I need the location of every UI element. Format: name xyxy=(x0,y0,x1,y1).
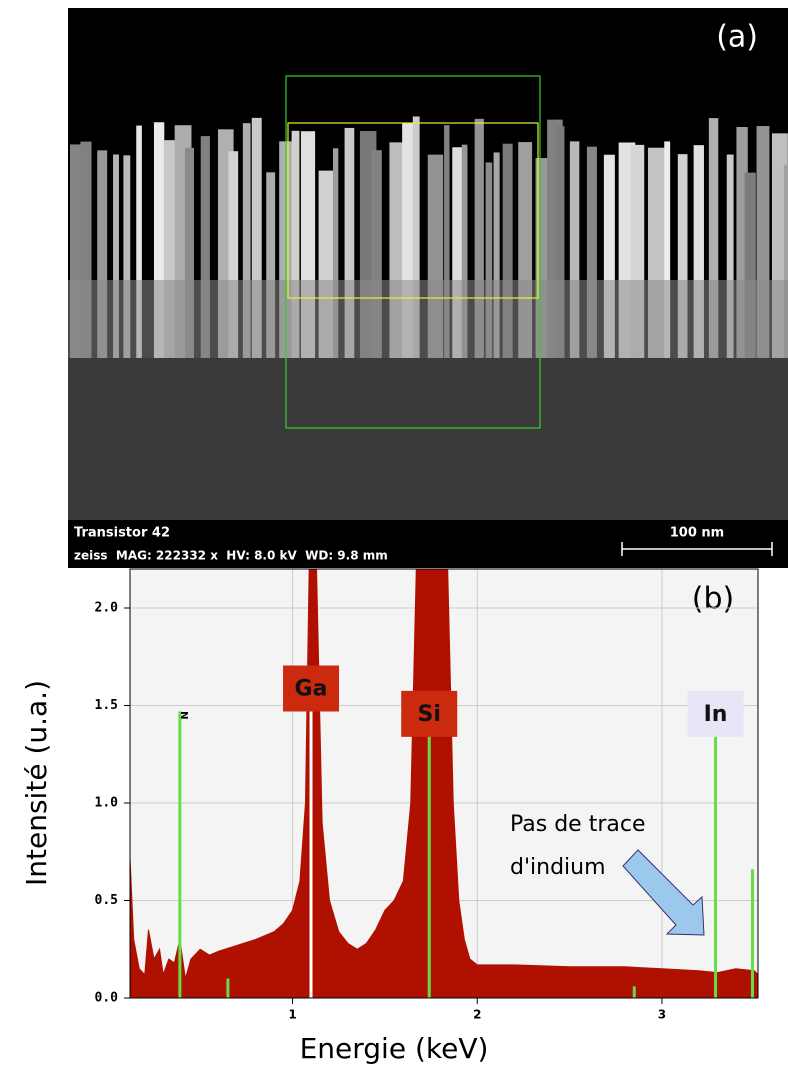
annotation: d'indium xyxy=(510,855,606,880)
nanowire xyxy=(344,127,355,359)
nanowire xyxy=(693,145,704,358)
nanowires xyxy=(68,116,788,359)
nanowire xyxy=(664,141,671,358)
nanowire xyxy=(113,154,119,358)
analysis-box xyxy=(287,122,539,299)
nanowire xyxy=(371,150,382,358)
y-tick-label: 2.0 xyxy=(95,601,119,616)
nanowire xyxy=(97,150,108,358)
wire-base xyxy=(68,280,788,358)
nanowire xyxy=(184,147,194,358)
y-tick-label: 0.5 xyxy=(95,893,118,908)
nanowire xyxy=(461,144,468,358)
nanowire xyxy=(474,118,484,359)
x-axis-label: Energie (keV) xyxy=(300,1032,489,1065)
nanowire xyxy=(332,148,339,358)
selection-box xyxy=(285,75,541,429)
chart-frame xyxy=(129,568,759,999)
y-tick-label: 1.5 xyxy=(95,698,118,713)
nanowire xyxy=(586,146,597,358)
annotation: Pas de trace xyxy=(510,812,646,837)
x-tick-label: 2 xyxy=(473,1008,481,1022)
nanowire xyxy=(153,122,165,359)
panel-label: (a) xyxy=(716,20,758,55)
nanowire xyxy=(485,162,493,358)
nanowire xyxy=(228,151,239,358)
x-tick-label: 1 xyxy=(288,1008,296,1022)
nanowire xyxy=(708,118,719,358)
nanowire xyxy=(444,125,450,359)
nanowire xyxy=(80,141,92,358)
y-tick-label: 1.0 xyxy=(95,796,119,811)
element-label: In xyxy=(704,702,728,727)
nanowire xyxy=(136,125,142,358)
nanowire xyxy=(266,172,276,358)
element-label: Si xyxy=(418,702,441,727)
spectrum xyxy=(129,568,759,999)
sem-info: zeiss MAG: 222332 x HV: 8.0 kV WD: 9.8 m… xyxy=(74,549,388,563)
nanowire xyxy=(123,155,131,358)
caption: Transistor 42 xyxy=(74,526,170,541)
nanowire xyxy=(200,136,210,358)
element-box xyxy=(283,665,340,712)
annotation-arrow xyxy=(622,849,705,936)
nanowire xyxy=(70,144,82,358)
panel-label: (b) xyxy=(692,582,734,617)
nanowire xyxy=(677,154,688,358)
nanowire xyxy=(412,116,420,358)
nanowire xyxy=(569,141,580,358)
nanowire xyxy=(163,140,176,358)
info-bar xyxy=(68,520,788,568)
nanowire xyxy=(493,152,500,358)
nanowire xyxy=(502,143,513,358)
substrate xyxy=(68,358,788,520)
nanowire xyxy=(251,117,262,358)
y-axis-label: Intensité (u.a.) xyxy=(20,680,53,886)
nanowire xyxy=(555,126,565,358)
nanowire xyxy=(603,154,615,358)
scale-label: 100 nm xyxy=(670,526,724,541)
x-tick-label: 3 xyxy=(658,1008,666,1022)
y-tick-label: 0.0 xyxy=(95,991,119,1006)
element-box xyxy=(687,690,744,737)
nanowire xyxy=(783,164,788,358)
nanowire xyxy=(744,172,756,358)
nanowire xyxy=(242,123,251,358)
scale-bar xyxy=(621,542,773,556)
nanowire xyxy=(736,127,748,358)
element-label: N xyxy=(178,711,189,719)
element-label: Ga xyxy=(295,677,328,702)
element-box xyxy=(401,690,458,737)
nanowire xyxy=(726,154,734,358)
nanowire xyxy=(291,130,300,358)
